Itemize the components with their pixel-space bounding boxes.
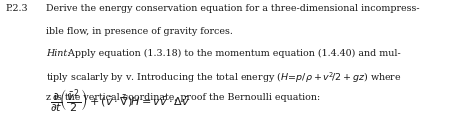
Text: ible flow, in presence of gravity forces.: ible flow, in presence of gravity forces… — [46, 27, 233, 36]
Text: z is the vertical coordinate, proof the Bernoulli equation:: z is the vertical coordinate, proof the … — [46, 93, 321, 102]
Text: tiply scalarly by v. Introducing the total energy ($H\!=\!p/\rho+v^2\!/2+gz$) wh: tiply scalarly by v. Introducing the tot… — [46, 71, 402, 85]
Text: P.2.3: P.2.3 — [6, 4, 28, 13]
Text: Apply equation (1.3.18) to the momentum equation (1.4.40) and mul-: Apply equation (1.3.18) to the momentum … — [65, 49, 401, 58]
Text: $\dfrac{\partial}{\partial t}\!\left(\dfrac{\bar{v}^{\,2}}{2}\right)+(\bar{v}\cd: $\dfrac{\partial}{\partial t}\!\left(\df… — [50, 87, 190, 115]
Text: Hint:: Hint: — [46, 49, 71, 58]
Text: Derive the energy conservation equation for a three-dimensional incompress-: Derive the energy conservation equation … — [46, 4, 420, 13]
